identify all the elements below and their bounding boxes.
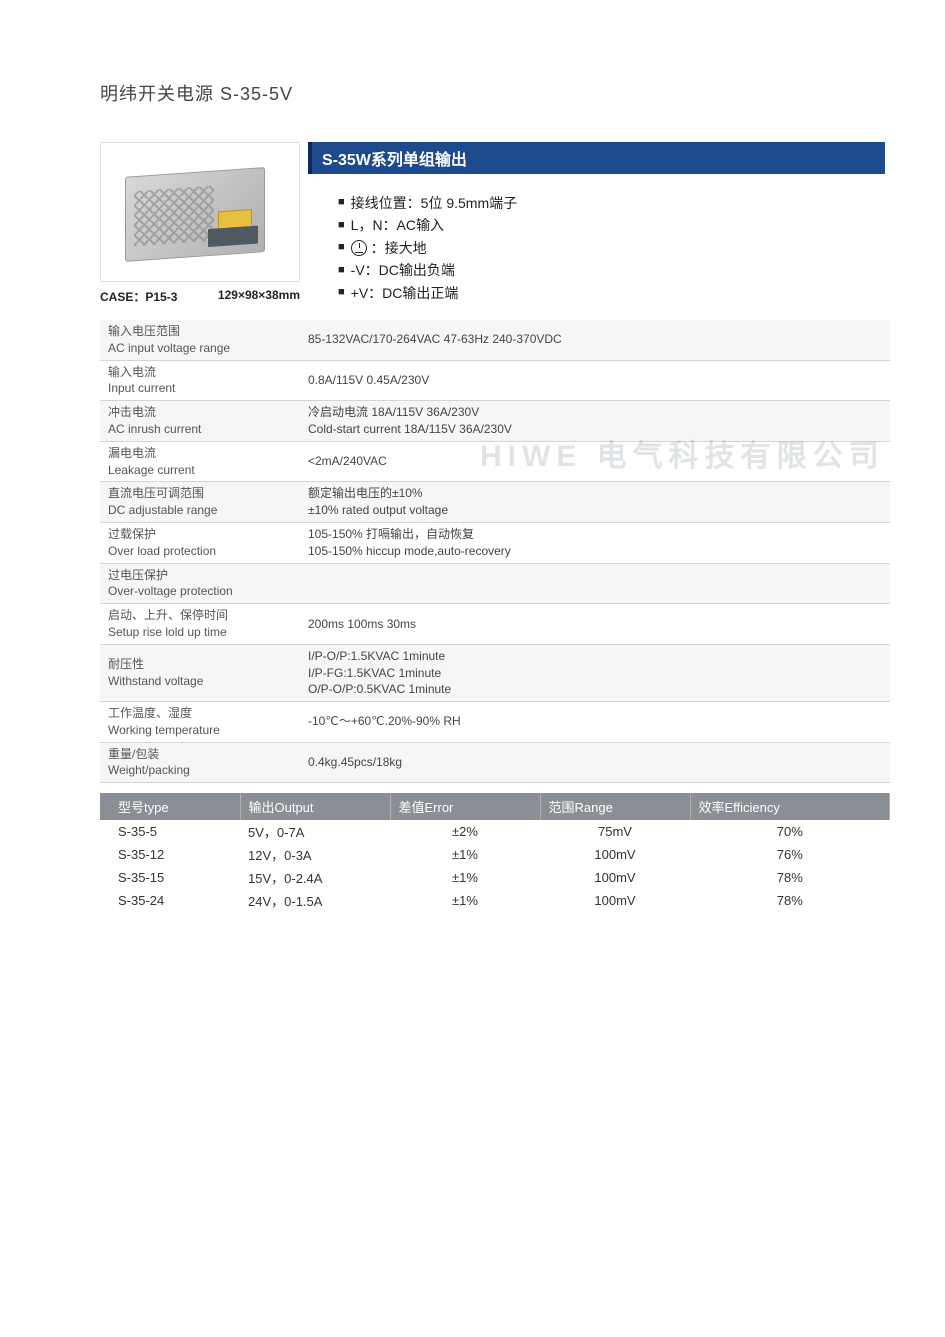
model-cell: 100mV xyxy=(540,843,690,866)
model-cell: ±1% xyxy=(390,866,540,889)
model-row: S-35-1212V，0-3A±1%100mV76% xyxy=(100,843,890,866)
model-cell: 78% xyxy=(690,889,890,912)
spec-row: 过电压保护 Over-voltage protection xyxy=(100,563,890,604)
wiring-item: -V：DC输出负端 xyxy=(338,259,885,281)
model-cell: 12V，0-3A xyxy=(240,843,390,866)
model-row: S-35-1515V，0-2.4A±1%100mV78% xyxy=(100,866,890,889)
spec-label-cell: 耐压性 Withstand voltage xyxy=(100,644,300,701)
spec-value-cell: 200ms 100ms 30ms xyxy=(300,604,890,645)
spec-value-cell: 0.8A/115V 0.45A/230V xyxy=(300,360,890,401)
spec-value-cell: 85-132VAC/170-264VAC 47-63Hz 240-370VDC xyxy=(300,320,890,360)
ground-icon xyxy=(351,240,367,256)
spec-row: 输入电压范围 AC input voltage range85-132VAC/1… xyxy=(100,320,890,360)
case-model-label: CASE：P15-3 xyxy=(100,288,177,305)
watermark-text: HIWE 电气科技有限公司 xyxy=(480,436,885,478)
spec-value-cell: 0.4kg.45pcs/18kg xyxy=(300,742,890,783)
spec-row: 重量/包装 Weight/packing0.4kg.45pcs/18kg xyxy=(100,742,890,783)
spec-row: 冲击电流 AC inrush current冷启动电流 18A/115V 36A… xyxy=(100,401,890,442)
wiring-item: +V：DC输出正端 xyxy=(338,282,885,304)
model-cell: ±1% xyxy=(390,889,540,912)
spec-row: 过载保护 Over load protection105-150% 打嗝输出，自… xyxy=(100,522,890,563)
models-header-row: 型号type输出Output差值Error范围Range效率Efficiency xyxy=(100,793,890,820)
model-row: S-35-2424V，0-1.5A±1%100mV78% xyxy=(100,889,890,912)
spec-row: 耐压性 Withstand voltageI/P-O/P:1.5KVAC 1mi… xyxy=(100,644,890,701)
model-cell: 70% xyxy=(690,820,890,843)
wiring-item-text: +V：DC输出正端 xyxy=(351,282,459,304)
spec-value-cell: 冷启动电流 18A/115V 36A/230V Cold-start curre… xyxy=(300,401,890,442)
product-image-block: CASE：P15-3 129×98×38mm xyxy=(100,142,300,305)
spec-label-cell: 直流电压可调范围 DC adjustable range xyxy=(100,482,300,523)
model-cell: ±2% xyxy=(390,820,540,843)
model-row: S-35-55V，0-7A±2%75mV70% xyxy=(100,820,890,843)
spec-label-cell: 输入电流 Input current xyxy=(100,360,300,401)
spec-label-cell: 过载保护 Over load protection xyxy=(100,522,300,563)
spec-row: 工作温度、湿度 Working temperature-10℃～+60℃.20%… xyxy=(100,702,890,743)
models-header-cell: 效率Efficiency xyxy=(690,793,890,820)
product-image xyxy=(100,142,300,282)
spec-value-cell xyxy=(300,563,890,604)
spec-value-cell: <2mA/240VACHIWE 电气科技有限公司 xyxy=(300,441,890,482)
spec-value-cell: 105-150% 打嗝输出，自动恢复 105-150% hiccup mode,… xyxy=(300,522,890,563)
model-cell: S-35-15 xyxy=(100,866,240,889)
wiring-item: 接线位置：5位 9.5mm端子 xyxy=(338,192,885,214)
header-and-wiring: S-35W系列单组输出 接线位置：5位 9.5mm端子L，N：AC输入：接大地-… xyxy=(308,142,885,314)
spec-label-cell: 工作温度、湿度 Working temperature xyxy=(100,702,300,743)
model-cell: S-35-5 xyxy=(100,820,240,843)
spec-label-cell: 过电压保护 Over-voltage protection xyxy=(100,563,300,604)
top-section: CASE：P15-3 129×98×38mm S-35W系列单组输出 接线位置：… xyxy=(100,142,885,314)
spec-label-cell: 冲击电流 AC inrush current xyxy=(100,401,300,442)
spec-row: 启动、上升、保停时间 Setup rise lold up time200ms … xyxy=(100,604,890,645)
models-header-cell: 型号type xyxy=(100,793,240,820)
page-title: 明纬开关电源 S-35-5V xyxy=(100,80,885,106)
wiring-list: 接线位置：5位 9.5mm端子L，N：AC输入：接大地-V：DC输出负端+V：D… xyxy=(308,174,885,314)
model-cell: 15V，0-2.4A xyxy=(240,866,390,889)
model-cell: 100mV xyxy=(540,866,690,889)
model-cell: 24V，0-1.5A xyxy=(240,889,390,912)
models-header-cell: 输出Output xyxy=(240,793,390,820)
spec-value-cell: 额定输出电压的±10% ±10% rated output voltage xyxy=(300,482,890,523)
series-header-bar: S-35W系列单组输出 xyxy=(308,142,885,174)
model-cell: ±1% xyxy=(390,843,540,866)
spec-row: 漏电电流 Leakage current<2mA/240VACHIWE 电气科技… xyxy=(100,441,890,482)
spec-label-cell: 启动、上升、保停时间 Setup rise lold up time xyxy=(100,604,300,645)
model-cell: 5V，0-7A xyxy=(240,820,390,843)
spec-value-cell: I/P-O/P:1.5KVAC 1minute I/P-FG:1.5KVAC 1… xyxy=(300,644,890,701)
models-header-cell: 范围Range xyxy=(540,793,690,820)
model-cell: S-35-12 xyxy=(100,843,240,866)
wiring-item-text: L，N：AC输入 xyxy=(351,214,444,236)
case-dimensions: 129×98×38mm xyxy=(218,288,300,305)
spec-label-cell: 重量/包装 Weight/packing xyxy=(100,742,300,783)
wiring-item: L，N：AC输入 xyxy=(338,214,885,236)
models-table: 型号type输出Output差值Error范围Range效率Efficiency… xyxy=(100,793,890,912)
model-cell: S-35-24 xyxy=(100,889,240,912)
spec-row: 输入电流 Input current0.8A/115V 0.45A/230V xyxy=(100,360,890,401)
model-cell: 75mV xyxy=(540,820,690,843)
spec-table: 输入电压范围 AC input voltage range85-132VAC/1… xyxy=(100,320,890,783)
spec-row: 直流电压可调范围 DC adjustable range额定输出电压的±10% … xyxy=(100,482,890,523)
wiring-item-text: -V：DC输出负端 xyxy=(351,259,455,281)
models-header-cell: 差值Error xyxy=(390,793,540,820)
wiring-item-text: 接线位置：5位 9.5mm端子 xyxy=(351,192,517,214)
model-cell: 76% xyxy=(690,843,890,866)
spec-label-cell: 输入电压范围 AC input voltage range xyxy=(100,320,300,360)
spec-label-cell: 漏电电流 Leakage current xyxy=(100,441,300,482)
wiring-item: ：接大地 xyxy=(338,237,885,259)
wiring-item-text: ：接大地 xyxy=(371,237,427,259)
model-cell: 100mV xyxy=(540,889,690,912)
spec-value-cell: -10℃～+60℃.20%-90% RH xyxy=(300,702,890,743)
model-cell: 78% xyxy=(690,866,890,889)
